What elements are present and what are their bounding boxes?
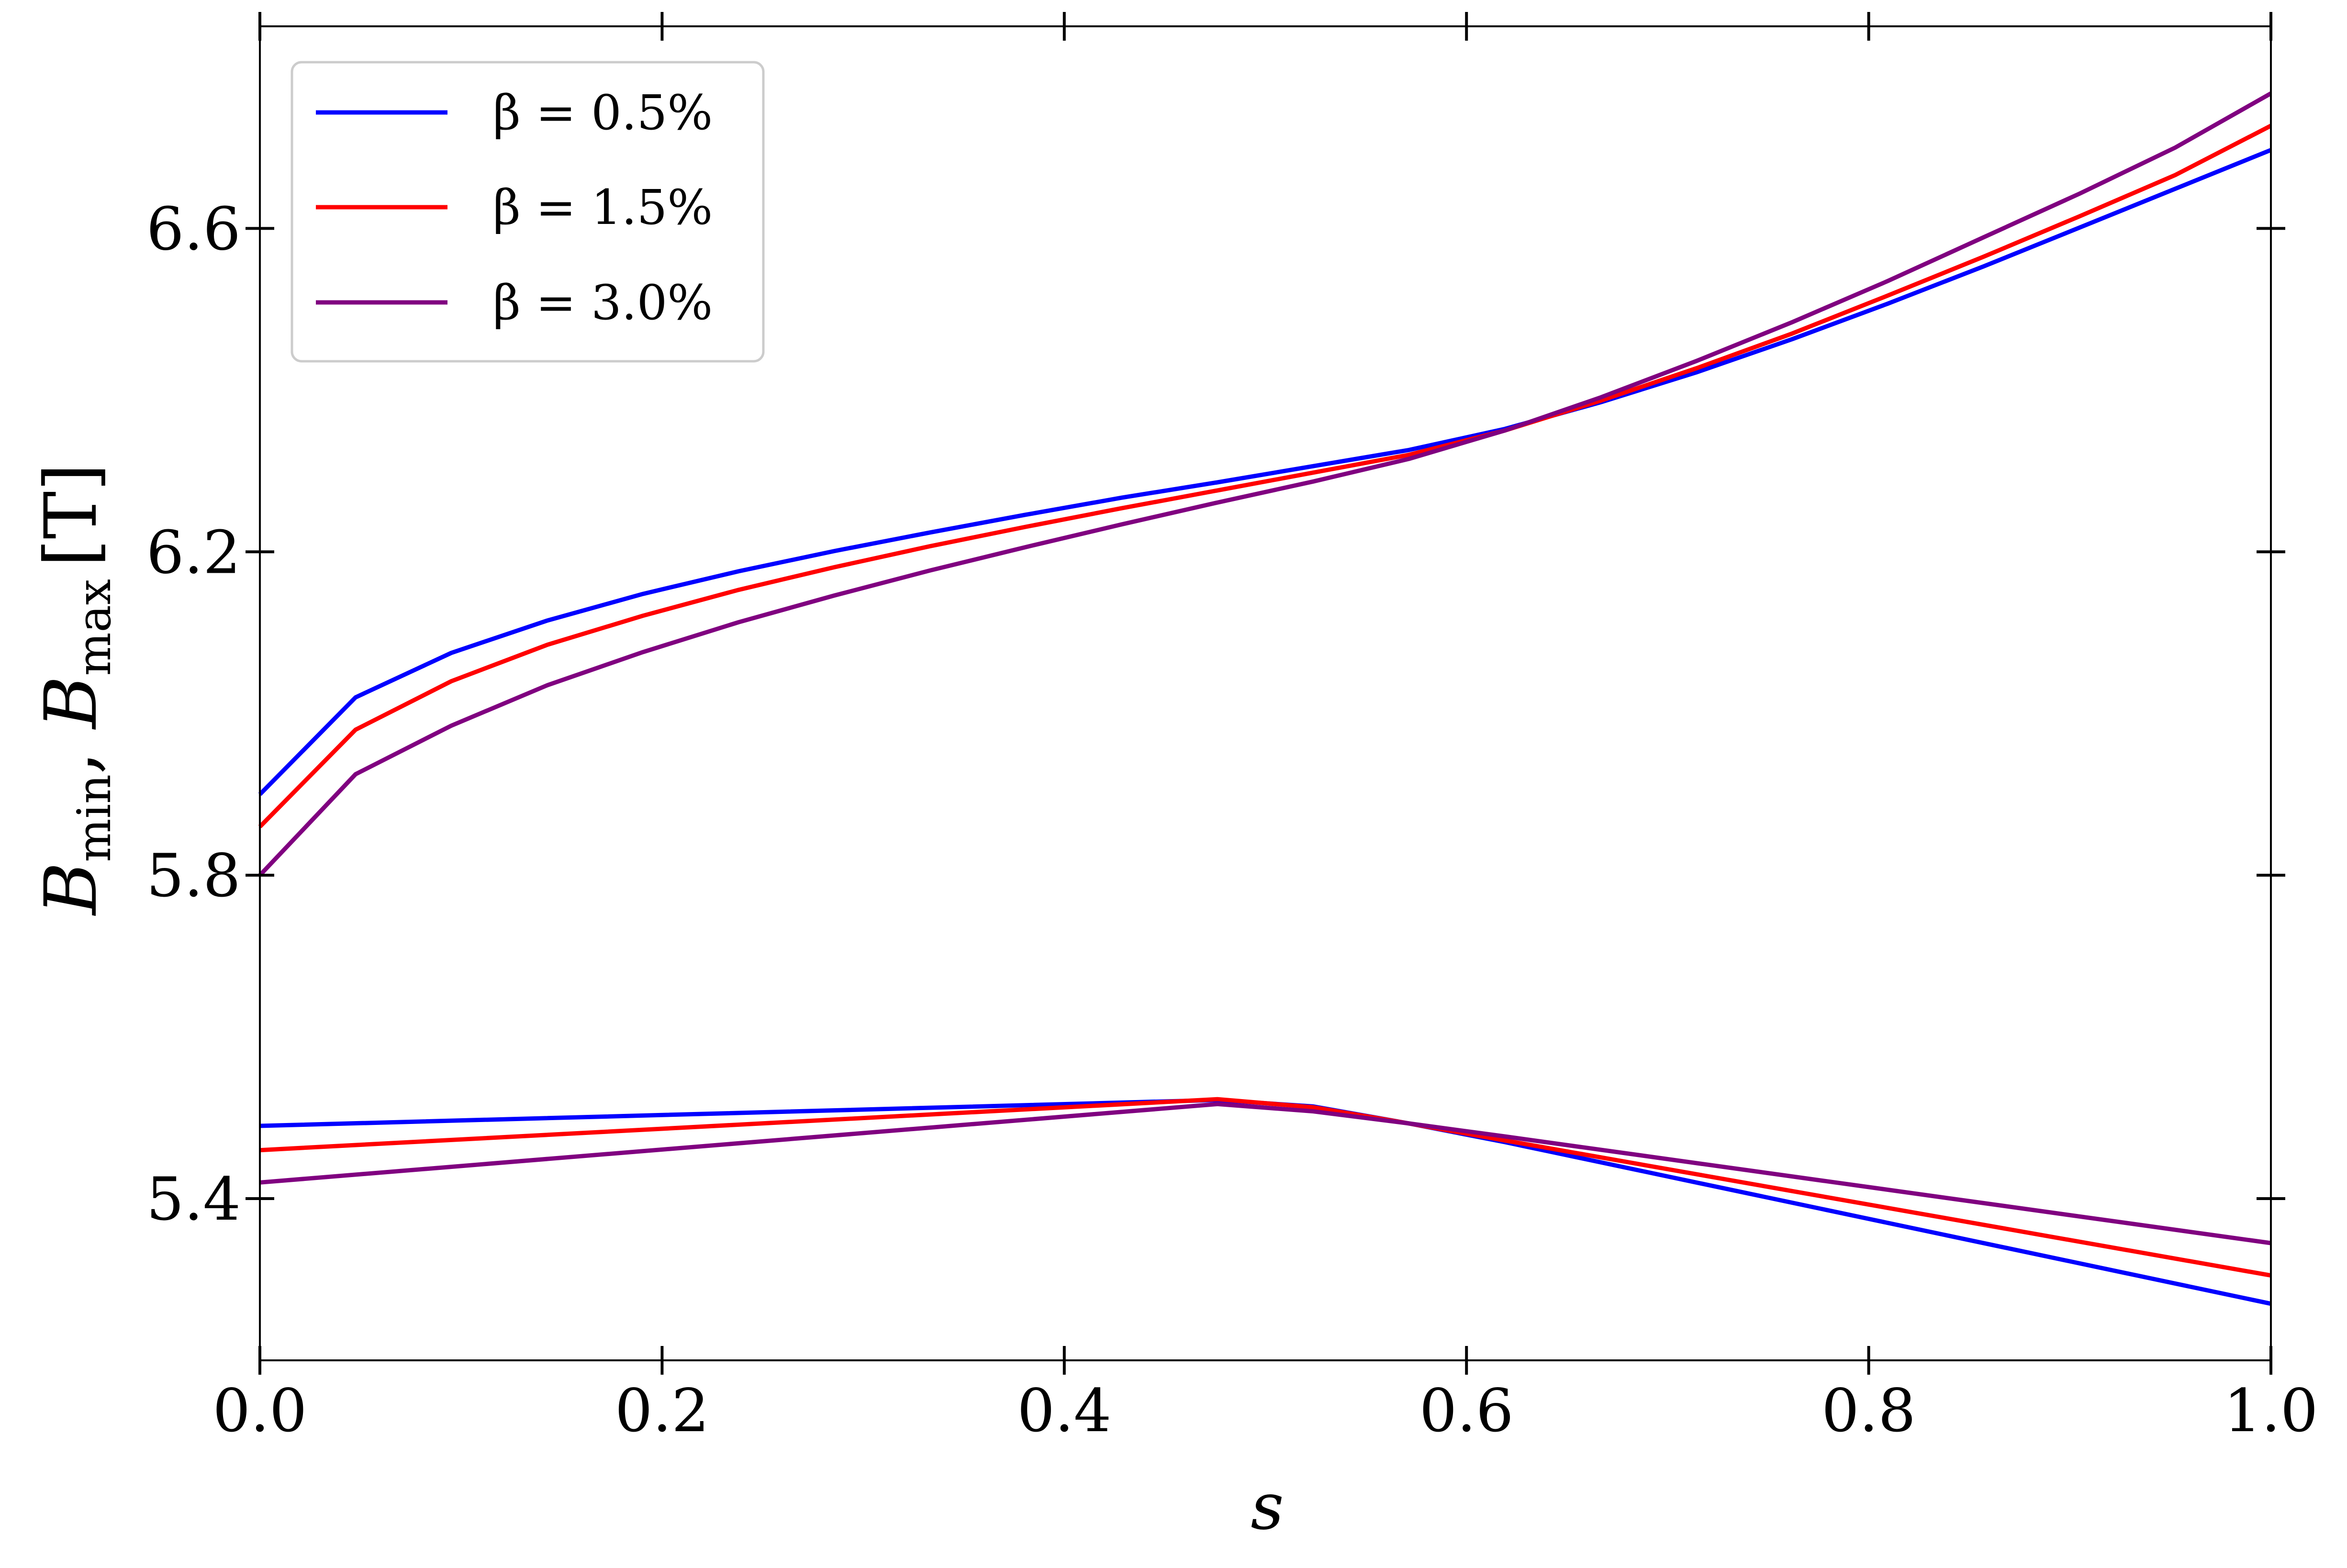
- series-line-1-bmax: [258, 123, 2272, 828]
- x-tick-label-2: 0.4: [1017, 1377, 1111, 1446]
- y-axis-title-b1: B: [30, 862, 113, 916]
- legend-label-1: β = 1.5%: [493, 179, 713, 235]
- y-axis-title-b2: B: [30, 676, 113, 730]
- x-tick-label-0: 0.0: [212, 1377, 307, 1446]
- series-layer: [258, 91, 2272, 1306]
- y-tick-label-2: 6.2: [146, 518, 241, 587]
- series-line-2-bmax: [258, 91, 2272, 877]
- legend-label-0: β = 0.5%: [493, 85, 713, 141]
- legend-box: [291, 61, 765, 363]
- legend-label-2: β = 3.0%: [493, 275, 713, 331]
- y-axis-title-sep: ,: [30, 729, 113, 774]
- series-line-0-bmax: [258, 148, 2272, 796]
- x-tick-label-1: 0.2: [615, 1377, 709, 1446]
- y-axis-title-sub1: min: [67, 774, 121, 862]
- tick-layer: 0.0 0.2 0.4 0.6 0.8 1.0 5.4 5.8 6.2 6.6: [146, 12, 2318, 1446]
- y-tick-label-3: 6.6: [146, 195, 241, 264]
- series-line-2-bmin: [259, 1101, 2271, 1246]
- y-axis-title: Bmin, Bmax [T]: [30, 463, 121, 916]
- x-tick-label-3: 0.6: [1419, 1377, 1514, 1446]
- plot-frame: [259, 25, 2272, 1361]
- y-axis-title-sub2: max: [67, 579, 121, 676]
- x-axis-title: s: [1251, 1469, 1284, 1544]
- x-tick-label-5: 1.0: [2224, 1377, 2318, 1446]
- y-axis-title-unit: [T]: [30, 463, 113, 567]
- y-tick-label-0: 5.4: [146, 1165, 241, 1234]
- x-tick-label-4: 0.8: [1822, 1377, 1916, 1446]
- legend: β = 0.5% β = 1.5% β = 3.0%: [291, 61, 765, 363]
- y-tick-label-1: 5.8: [146, 842, 241, 911]
